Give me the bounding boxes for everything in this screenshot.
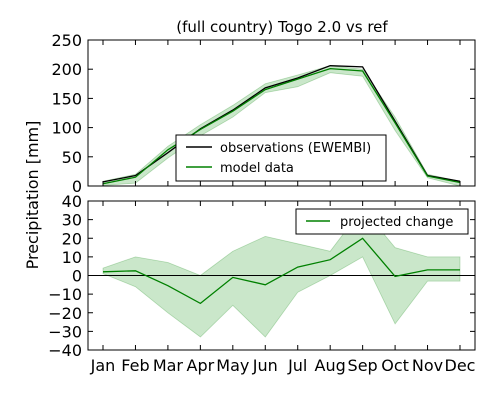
x-tick-label: Nov [412, 356, 443, 375]
legend-change-label: projected change [340, 215, 453, 230]
y-tick-label-top: 150 [51, 89, 82, 108]
x-tick-label: Jul [287, 356, 307, 375]
y-tick-label-top: 0 [72, 177, 82, 196]
y-tick-label-bottom: −40 [48, 341, 82, 360]
y-axis-label: Precipitation [mm] [23, 121, 42, 270]
uncertainty-band-bottom [102, 207, 461, 338]
y-tick-label-top: 100 [51, 119, 82, 138]
x-tick-label: Mar [153, 356, 184, 375]
series-line-top-0 [102, 65, 461, 183]
y-tick-label-bottom: 30 [62, 211, 82, 230]
legend-top: observations (EWEMBI) model data [175, 134, 387, 182]
y-tick-label-top: 250 [51, 31, 82, 50]
y-tick-label-bottom: 20 [62, 229, 82, 248]
axes-frame-top [87, 39, 476, 187]
x-tick-label: Dec [445, 356, 476, 375]
legend-bottom: projected change [295, 208, 469, 235]
series-line-bottom-0 [102, 237, 460, 305]
x-tick-label: Feb [121, 356, 149, 375]
top-panel: 0 50 100 150 200 250 [51, 31, 476, 196]
x-tick-label: Sep [348, 356, 378, 375]
chart-title: (full country) Togo 2.0 vs ref [176, 18, 388, 36]
y-tick-label-bottom: 0 [72, 267, 82, 286]
x-tick-label: Jun [252, 356, 278, 375]
y-tick-label-bottom: −20 [48, 304, 82, 323]
y-tick-label-bottom: 40 [62, 192, 82, 211]
legend-model-label: model data [220, 161, 294, 176]
y-tick-label-top: 200 [51, 60, 82, 79]
y-tick-label-bottom: −10 [48, 285, 82, 304]
y-tick-label-bottom: −30 [48, 322, 82, 341]
series-line-top-1 [102, 67, 461, 185]
y-tick-label-bottom: 10 [62, 248, 82, 267]
x-tick-label: Jan [90, 356, 116, 375]
legend-top-frame [175, 134, 387, 182]
y-tick-label-top: 50 [62, 148, 82, 167]
x-tick-label: Aug [315, 356, 346, 375]
x-tick-label: May [216, 356, 249, 375]
x-tick-label: Oct [381, 356, 409, 375]
x-tick-label: Apr [187, 356, 215, 375]
legend-observations-label: observations (EWEMBI) [220, 141, 371, 156]
